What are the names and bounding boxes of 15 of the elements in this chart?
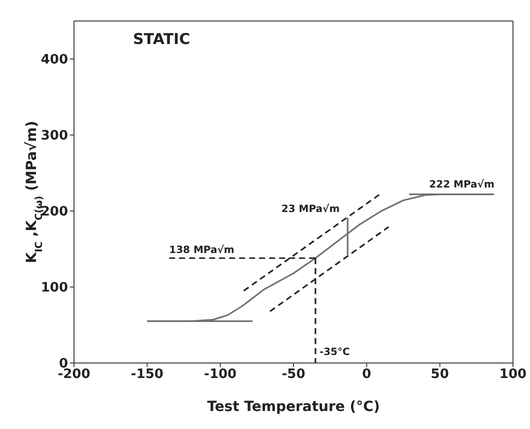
y-tick-label: 400	[40, 52, 68, 68]
x-tick-label: -100	[204, 367, 237, 382]
x-tick-label: 0	[362, 367, 372, 382]
x-tick-label: 50	[430, 367, 449, 382]
x-tick-label: -150	[130, 367, 164, 382]
x-axis-title: Test Temperature (°C)	[207, 399, 380, 415]
y-tick-label: 100	[40, 280, 68, 296]
annotation: 138 MPa√m	[169, 244, 234, 256]
x-tick-label: -50	[282, 367, 306, 382]
y-tick-label: 200	[40, 204, 68, 220]
annotation: 222 MPa√m	[429, 178, 494, 190]
annotation: 23 MPa√m	[281, 202, 340, 215]
annotation: STATIC	[133, 30, 190, 48]
annotation: -35°C	[319, 347, 350, 358]
x-tick-label: 100	[499, 367, 527, 382]
